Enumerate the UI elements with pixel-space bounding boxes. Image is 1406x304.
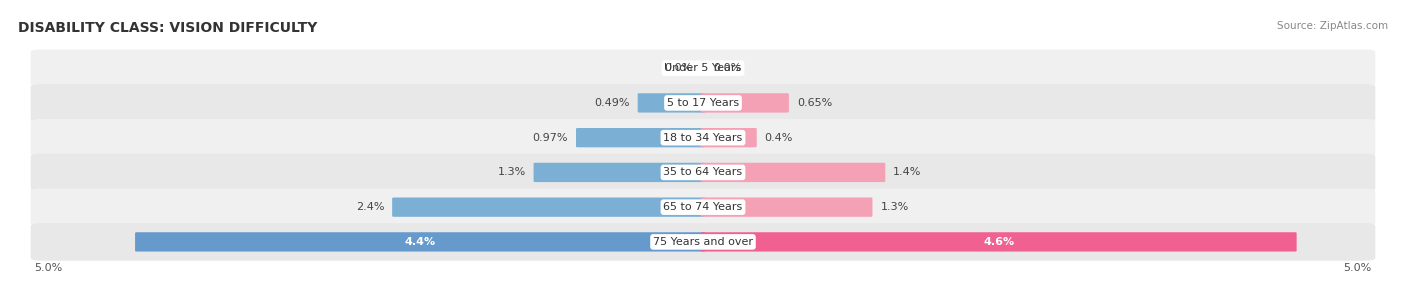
FancyBboxPatch shape xyxy=(31,154,1375,191)
Text: 1.3%: 1.3% xyxy=(880,202,908,212)
FancyBboxPatch shape xyxy=(31,223,1375,261)
Text: 35 to 64 Years: 35 to 64 Years xyxy=(664,168,742,178)
FancyBboxPatch shape xyxy=(700,163,886,182)
FancyBboxPatch shape xyxy=(31,188,1375,226)
Text: 5 to 17 Years: 5 to 17 Years xyxy=(666,98,740,108)
Text: 2.4%: 2.4% xyxy=(356,202,384,212)
Text: 5.0%: 5.0% xyxy=(35,264,63,273)
FancyBboxPatch shape xyxy=(700,232,1296,251)
FancyBboxPatch shape xyxy=(31,119,1375,157)
Text: 5.0%: 5.0% xyxy=(1343,264,1371,273)
Text: 0.97%: 0.97% xyxy=(533,133,568,143)
Text: 0.49%: 0.49% xyxy=(595,98,630,108)
Text: Source: ZipAtlas.com: Source: ZipAtlas.com xyxy=(1277,21,1388,31)
Text: 0.0%: 0.0% xyxy=(713,63,741,73)
FancyBboxPatch shape xyxy=(135,232,706,251)
Text: 0.4%: 0.4% xyxy=(765,133,793,143)
FancyBboxPatch shape xyxy=(700,198,873,217)
FancyBboxPatch shape xyxy=(700,93,789,112)
Text: Under 5 Years: Under 5 Years xyxy=(665,63,741,73)
FancyBboxPatch shape xyxy=(392,198,706,217)
Text: 0.65%: 0.65% xyxy=(797,98,832,108)
Text: 4.6%: 4.6% xyxy=(983,237,1014,247)
FancyBboxPatch shape xyxy=(31,84,1375,122)
Text: DISABILITY CLASS: VISION DIFFICULTY: DISABILITY CLASS: VISION DIFFICULTY xyxy=(18,21,318,35)
Text: 1.4%: 1.4% xyxy=(893,168,921,178)
FancyBboxPatch shape xyxy=(700,128,756,147)
FancyBboxPatch shape xyxy=(576,128,706,147)
FancyBboxPatch shape xyxy=(31,50,1375,87)
FancyBboxPatch shape xyxy=(638,93,706,112)
Text: 1.3%: 1.3% xyxy=(498,168,526,178)
Text: 18 to 34 Years: 18 to 34 Years xyxy=(664,133,742,143)
Text: 4.4%: 4.4% xyxy=(405,237,436,247)
FancyBboxPatch shape xyxy=(533,163,706,182)
Text: 65 to 74 Years: 65 to 74 Years xyxy=(664,202,742,212)
Text: 0.0%: 0.0% xyxy=(665,63,693,73)
Text: 75 Years and over: 75 Years and over xyxy=(652,237,754,247)
